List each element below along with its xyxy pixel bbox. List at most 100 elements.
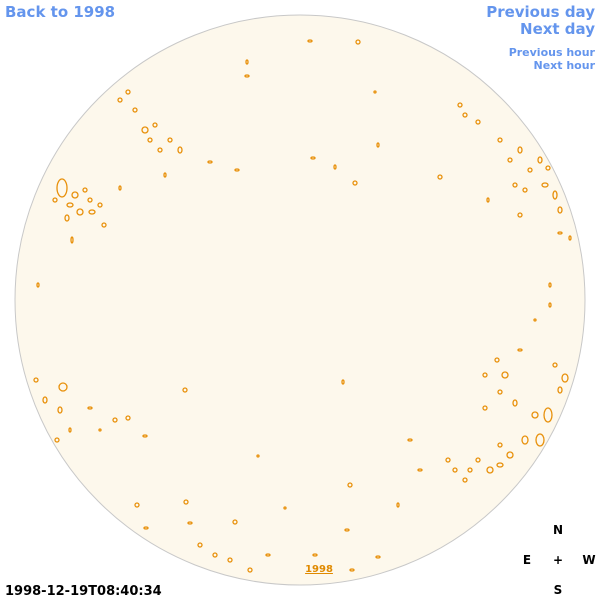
contour bbox=[207, 160, 213, 164]
contour bbox=[88, 209, 96, 215]
contour bbox=[457, 102, 463, 108]
contour bbox=[234, 168, 240, 172]
contour bbox=[533, 318, 537, 322]
contour bbox=[36, 282, 40, 288]
contour bbox=[475, 119, 481, 125]
contour bbox=[101, 222, 107, 228]
contour bbox=[56, 178, 68, 198]
contour bbox=[76, 208, 84, 216]
back-link[interactable]: Back to 1998 bbox=[5, 3, 115, 21]
contour bbox=[212, 552, 218, 558]
contour bbox=[352, 180, 358, 186]
contour bbox=[125, 415, 131, 421]
contour bbox=[227, 557, 233, 563]
contour bbox=[552, 362, 558, 368]
contour bbox=[54, 437, 60, 443]
solar-disk bbox=[14, 14, 586, 586]
contour bbox=[486, 466, 494, 474]
contour bbox=[373, 90, 377, 94]
contour bbox=[517, 348, 523, 352]
next-day-link[interactable]: Next day bbox=[520, 20, 595, 38]
contour bbox=[507, 157, 513, 163]
contour bbox=[482, 405, 488, 411]
compass-center: + bbox=[553, 553, 563, 567]
compass-east: E bbox=[523, 553, 531, 567]
contour bbox=[496, 462, 504, 468]
contour bbox=[452, 467, 458, 473]
contour bbox=[87, 406, 93, 410]
contour bbox=[147, 137, 153, 143]
contour bbox=[182, 387, 188, 393]
contour bbox=[244, 74, 250, 78]
contour bbox=[132, 107, 138, 113]
contour bbox=[541, 182, 549, 188]
next-hour-link[interactable]: Next hour bbox=[534, 59, 596, 72]
contour bbox=[522, 187, 528, 193]
contour bbox=[197, 542, 203, 548]
contour bbox=[497, 389, 503, 395]
contour bbox=[349, 568, 355, 572]
contour bbox=[494, 357, 500, 363]
contour bbox=[375, 555, 381, 559]
contour bbox=[183, 499, 189, 505]
contour bbox=[143, 526, 149, 530]
contour bbox=[52, 197, 58, 203]
contour bbox=[142, 434, 148, 438]
contours bbox=[33, 39, 572, 573]
contour bbox=[97, 202, 103, 208]
previous-day-link[interactable]: Previous day bbox=[486, 3, 595, 21]
compass-north: N bbox=[553, 523, 563, 537]
contour bbox=[396, 502, 400, 508]
contour bbox=[517, 212, 523, 218]
contour bbox=[537, 156, 543, 164]
contour bbox=[118, 185, 122, 191]
contour bbox=[486, 197, 490, 203]
contour bbox=[568, 235, 572, 241]
contour bbox=[157, 147, 163, 153]
compass-west: W bbox=[582, 553, 595, 567]
contour bbox=[265, 553, 271, 557]
compass-south: S bbox=[554, 583, 563, 597]
contour bbox=[125, 89, 131, 95]
contour bbox=[232, 519, 238, 525]
contour bbox=[462, 112, 468, 118]
contour bbox=[58, 382, 68, 392]
contour bbox=[256, 454, 260, 458]
contour bbox=[557, 386, 563, 394]
contour bbox=[167, 137, 173, 143]
contour bbox=[531, 411, 539, 419]
contour bbox=[497, 137, 503, 143]
contour bbox=[307, 39, 313, 43]
year-link[interactable]: 1998 bbox=[305, 564, 333, 575]
contour bbox=[33, 377, 39, 383]
contour bbox=[112, 417, 118, 423]
contour bbox=[548, 302, 552, 308]
contour bbox=[82, 187, 88, 193]
contour bbox=[497, 442, 503, 448]
contour bbox=[283, 506, 287, 510]
contour bbox=[341, 379, 345, 385]
contour bbox=[407, 438, 413, 442]
contour bbox=[71, 191, 79, 199]
contour bbox=[87, 197, 93, 203]
contour bbox=[475, 457, 481, 463]
contour bbox=[64, 214, 70, 222]
contour bbox=[141, 126, 149, 134]
contour bbox=[177, 146, 183, 154]
contour bbox=[344, 528, 350, 532]
contour bbox=[437, 174, 443, 180]
contour bbox=[482, 372, 488, 378]
contour bbox=[347, 482, 353, 488]
contour bbox=[355, 39, 361, 45]
contour bbox=[163, 172, 167, 178]
contour bbox=[501, 371, 509, 379]
previous-hour-link[interactable]: Previous hour bbox=[509, 46, 596, 59]
contour bbox=[376, 142, 380, 148]
contour bbox=[517, 146, 523, 154]
contour bbox=[512, 182, 518, 188]
contour bbox=[333, 164, 337, 170]
contour bbox=[552, 190, 558, 200]
contour bbox=[557, 231, 563, 235]
contour bbox=[543, 407, 553, 423]
